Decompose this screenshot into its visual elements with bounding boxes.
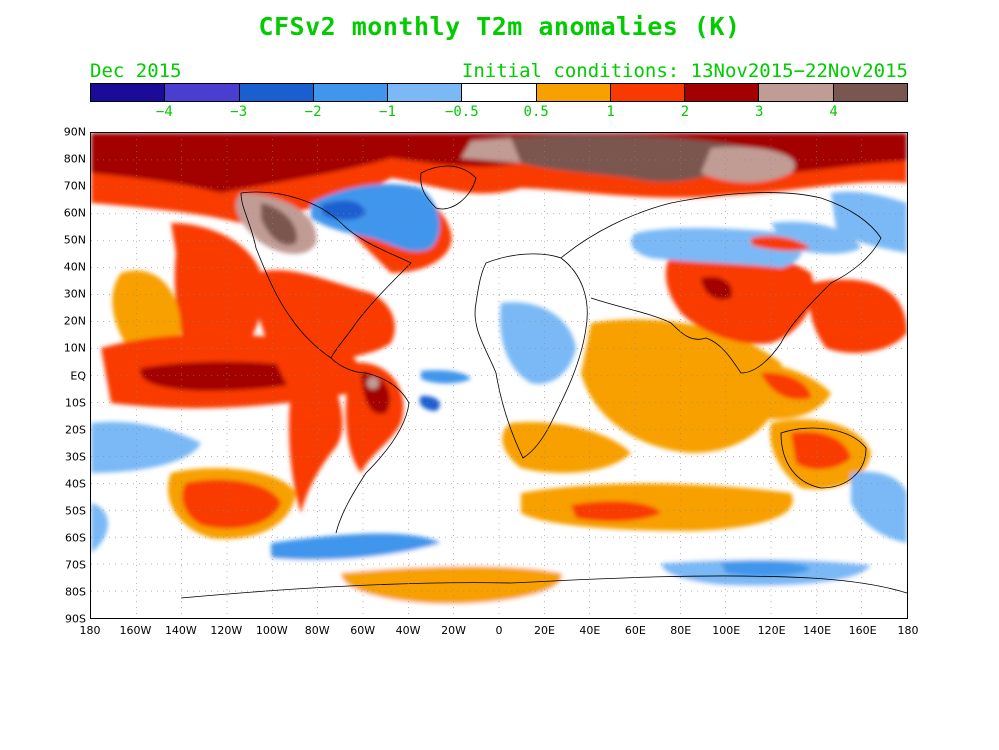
longitude-label: 60E [624,624,646,637]
colorbar-label: 4 [829,104,838,120]
longitude-label: 160W [119,624,152,637]
colorbar-segment [165,84,240,101]
latitude-label: 50N [63,233,86,247]
longitude-label: 180 [897,624,919,637]
forecast-month: Dec 2015 [90,60,182,82]
longitude-label: 80W [304,624,330,637]
latitude-label: 20S [65,423,86,437]
colorbar-segment [759,84,834,101]
longitude-label: 20W [441,624,466,637]
latitude-label: 30N [63,287,86,301]
initial-conditions: Initial conditions: 13Nov2015−22Nov2015 [461,60,908,82]
latitude-label: 80N [63,152,86,166]
latitude-label: 60S [65,531,86,545]
colorbar-label: 0.5 [523,104,549,120]
latitude-label: 60N [63,206,86,220]
colorbar-segment [833,84,907,101]
latitude-label: 70S [65,558,86,572]
colorbar-label: −1 [379,104,396,120]
colorbar-segment [239,84,314,101]
longitude-label: 40W [395,624,421,637]
latitude-label: 70N [63,179,86,193]
longitude-label: 140E [803,624,832,637]
colorbar-segment [610,84,686,101]
latitude-label: 40N [63,260,86,274]
colorbar-segment [388,84,463,101]
latitude-label: 90S [65,612,86,626]
longitude-label: 100W [255,624,288,637]
colorbar-segment [462,84,537,101]
colorbar-segment [685,84,760,101]
latitude-label: 40S [65,477,86,491]
latitude-label: 80S [65,585,86,599]
colorbar-segment [536,84,611,101]
latitude-label: 90N [63,125,86,139]
latitude-label: 10N [63,341,86,355]
longitude-label: 120E [757,624,786,637]
colorbar-label: −4 [155,104,173,120]
longitude-label: 40E [579,624,601,637]
latitude-label: 50S [65,504,86,518]
longitude-label: 160E [848,624,877,637]
map-grid [91,133,907,618]
latitude-label: 30S [65,450,86,464]
colorbar-label: 1 [606,104,615,120]
colorbar-label: 2 [680,104,690,120]
latitude-label: 20N [63,314,86,328]
colorbar-label: −2 [304,104,322,120]
longitude-label: 0 [495,624,503,637]
colorbar [90,83,908,102]
colorbar-segment [313,84,389,101]
colorbar-label: 3 [755,104,764,120]
longitude-label: 140W [164,624,197,637]
chart-title: CFSv2 monthly T2m anomalies (K) [258,12,741,41]
longitude-label: 60W [350,624,376,637]
colorbar-label: −0.5 [444,104,479,120]
longitude-label: 100E [712,624,741,637]
longitude-label: 180 [79,624,101,637]
anomaly-map [90,132,908,619]
longitude-label: 80E [670,624,692,637]
latitude-label: 10S [65,396,86,410]
anomaly-field [91,133,907,618]
colorbar-label: −3 [230,104,248,120]
colorbar-segment [91,84,166,101]
longitude-label: 20E [533,624,555,637]
latitude-label: EQ [70,369,86,382]
longitude-label: 120W [210,624,243,637]
